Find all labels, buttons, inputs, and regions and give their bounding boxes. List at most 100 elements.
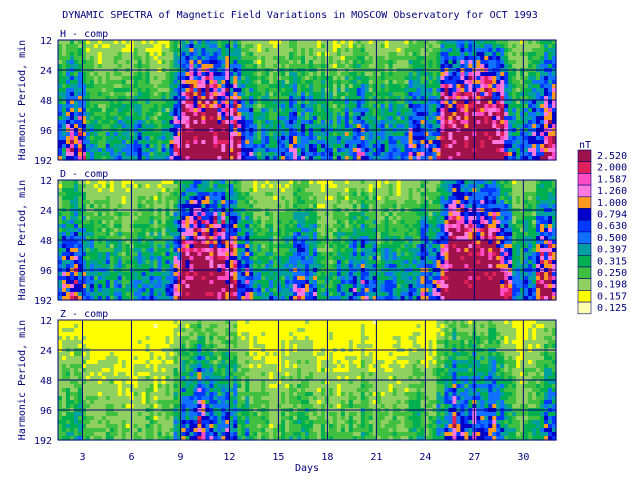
spectra-cell [528,76,533,81]
spectra-cell [145,212,151,217]
spectra-cell [320,84,326,89]
spectra-cell [428,104,434,109]
spectra-cell [101,140,107,145]
spectra-cell [189,44,195,49]
spectra-cell [336,148,342,153]
spectra-cell [93,212,99,217]
spectra-cell [201,104,206,109]
spectra-cell [380,56,386,61]
spectra-cell [316,112,322,117]
spectra-cell [169,100,175,105]
spectra-cell [456,100,461,105]
spectra-cell [285,40,290,45]
spectra-cell [233,144,238,149]
spectra-cell [149,112,155,117]
spectra-cell [404,48,410,53]
spectra-cell [448,100,454,105]
spectra-cell [193,136,199,141]
spectra-cell [213,40,218,45]
spectra-cell [205,152,210,157]
spectra-cell [85,200,91,205]
spectra-cell [245,80,250,85]
spectra-cell [109,112,115,117]
spectra-cell [149,280,155,285]
spectra-cell [201,216,206,221]
spectra-cell [269,40,274,45]
spectra-cell [165,148,171,153]
spectra-cell [169,184,175,189]
spectra-cell [424,84,430,89]
spectra-cell [149,276,155,281]
spectra-cell [113,252,119,257]
spectra-cell [233,92,238,97]
spectra-cell [169,84,175,89]
spectra-cell [105,156,111,161]
spectra-cell [69,264,75,269]
spectra-cell [133,120,139,125]
spectra-cell [181,88,187,93]
spectra-cell [320,140,326,145]
spectra-cell [428,156,434,161]
spectra-cell [101,280,107,285]
spectra-cell [520,76,525,81]
spectra-cell [117,204,123,209]
spectra-cell [181,104,187,109]
spectra-cell [165,56,171,61]
spectra-cell [344,76,350,81]
spectra-cell [77,292,83,297]
spectra-cell [269,52,274,57]
spectra-cell [492,152,497,157]
spectra-cell [225,80,230,85]
spectra-cell [93,136,99,141]
spectra-cell [488,156,493,161]
spectra-cell [456,80,461,85]
spectra-cell [97,44,103,49]
spectra-cell [81,200,87,205]
spectra-cell [81,204,87,209]
spectra-cell [189,108,195,113]
spectra-cell [456,152,461,157]
spectra-cell [97,48,103,53]
spectra-cell [77,112,83,117]
spectra-cell [364,108,370,113]
spectra-cell [416,100,422,105]
spectra-cell [269,92,274,97]
spectra-cell [388,140,394,145]
spectra-cell [269,136,274,141]
spectra-cell [528,44,533,49]
spectra-cell [89,200,95,205]
spectra-cell [113,232,119,237]
spectra-cell [105,100,111,105]
spectra-cell [261,92,266,97]
spectra-cell [456,120,461,125]
spectra-cell [61,184,67,189]
spectra-cell [101,84,107,89]
spectra-cell [257,72,262,77]
spectra-cell [548,44,553,49]
spectra-cell [201,260,206,265]
spectra-cell [161,260,167,265]
spectra-cell [201,148,206,153]
spectra-cell [157,296,163,301]
spectra-cell [265,80,270,85]
spectra-cell [484,88,489,93]
spectra-cell [58,148,63,153]
spectra-cell [344,156,350,161]
spectra-cell [201,296,206,301]
spectra-cell [113,216,119,221]
spectra-cell [352,76,358,81]
spectra-cell [61,220,67,225]
spectra-cell [340,144,346,149]
spectra-cell [157,180,163,185]
spectra-cell [89,152,95,157]
spectra-cell [269,84,274,89]
spectra-cell [217,52,222,57]
spectra-cell [109,76,115,81]
spectra-cell [221,156,226,161]
spectra-cell [141,192,147,197]
spectra-cell [432,80,438,85]
spectra-cell [305,140,310,145]
spectra-cell [61,292,67,297]
spectra-cell [177,112,183,117]
spectra-cell [392,60,398,65]
